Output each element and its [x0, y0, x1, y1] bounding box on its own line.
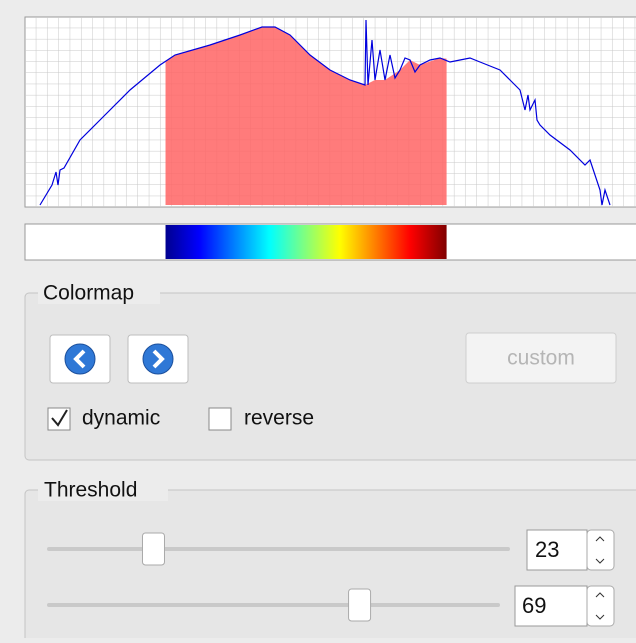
slider-knob[interactable]: [348, 588, 372, 622]
icon-arrow: [73, 349, 86, 369]
icon: [142, 343, 174, 375]
checkmark: [51, 409, 68, 427]
icon: [64, 343, 96, 375]
prev-button[interactable]: [49, 334, 111, 384]
custom-button[interactable]: [465, 332, 617, 384]
spin-buttons[interactable]: [586, 585, 615, 627]
group-title-bg: [38, 479, 168, 501]
group-title-bg: [38, 282, 160, 304]
spinbox[interactable]: [526, 529, 588, 571]
spinbox-value: 69: [522, 593, 546, 618]
slider-track[interactable]: [47, 547, 510, 551]
spinbox[interactable]: [514, 585, 588, 627]
slider-track[interactable]: [47, 603, 500, 607]
spin-buttons[interactable]: [586, 529, 615, 571]
slider-knob[interactable]: [141, 532, 165, 566]
group-title: Threshold: [44, 479, 137, 502]
spinbox-value: 23: [535, 537, 559, 562]
next-button[interactable]: [127, 334, 189, 384]
spin-arrows: [595, 536, 605, 564]
spin-arrows: [595, 592, 605, 620]
checkbox-label: dynamic: [82, 407, 160, 430]
group-title: Colormap: [43, 282, 134, 305]
histogram-curve: [39, 19, 611, 206]
checkbox-label: reverse: [244, 407, 314, 430]
button-label: custom: [507, 347, 575, 370]
icon-arrow: [152, 349, 165, 369]
colorbar-gradient: [165, 225, 447, 259]
reverse-checkbox[interactable]: [208, 407, 232, 431]
